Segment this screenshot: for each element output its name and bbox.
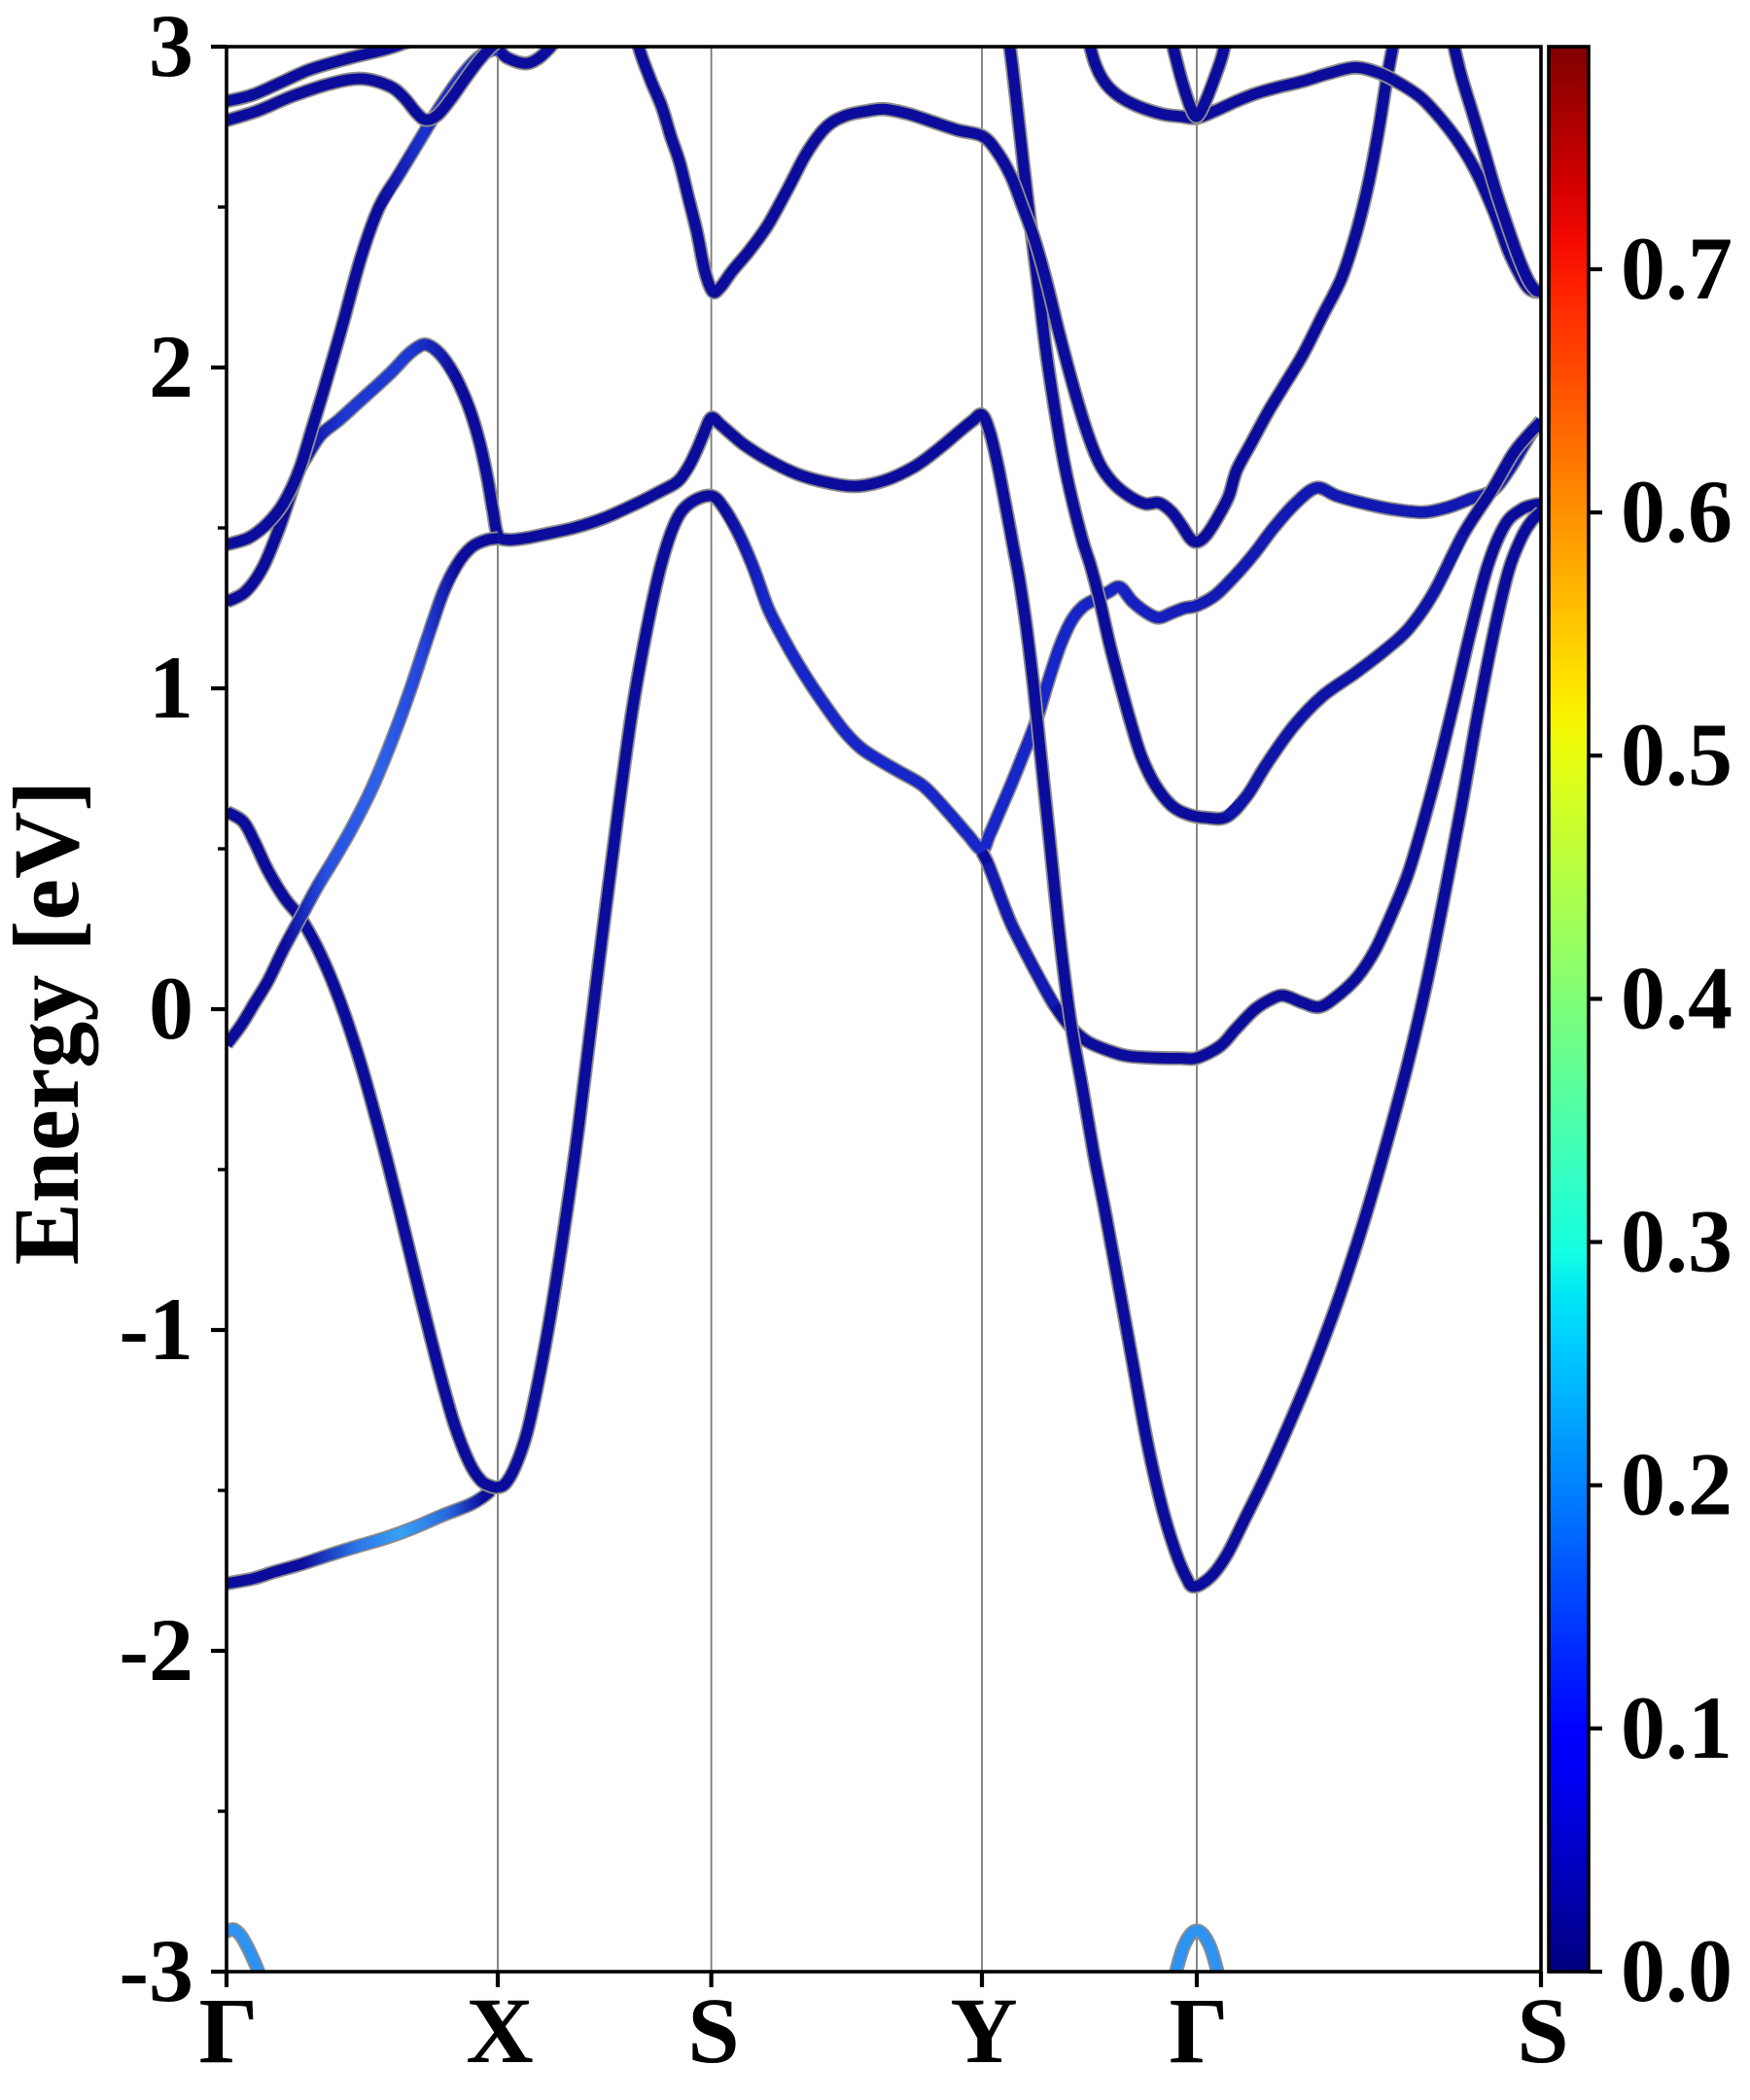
svg-text:0.1: 0.1 (1621, 1678, 1732, 1777)
svg-text:0.3: 0.3 (1621, 1191, 1732, 1290)
svg-text:1: 1 (149, 638, 193, 737)
svg-text:0.6: 0.6 (1621, 462, 1732, 561)
svg-text:S: S (687, 1978, 739, 2082)
svg-text:0.0: 0.0 (1621, 1921, 1732, 2020)
svg-text:0.2: 0.2 (1621, 1435, 1732, 1534)
svg-text:-1: -1 (119, 1279, 193, 1379)
svg-text:3: 3 (149, 0, 193, 95)
svg-text:2: 2 (149, 317, 193, 416)
svg-text:0: 0 (149, 959, 193, 1058)
svg-text:-2: -2 (119, 1600, 193, 1699)
svg-text:0.7: 0.7 (1621, 219, 1732, 318)
svg-text:0.5: 0.5 (1621, 705, 1732, 804)
svg-text:0.4: 0.4 (1621, 948, 1732, 1047)
svg-text:Energy [eV]: Energy [eV] (0, 781, 98, 1266)
svg-text:X: X (466, 1978, 533, 2082)
svg-text:Y: Y (950, 1978, 1017, 2082)
svg-text:Γ: Γ (1169, 1978, 1228, 2082)
svg-text:S: S (1517, 1978, 1568, 2082)
svg-text:-3: -3 (119, 1921, 193, 2020)
svg-text:Γ: Γ (198, 1978, 258, 2082)
